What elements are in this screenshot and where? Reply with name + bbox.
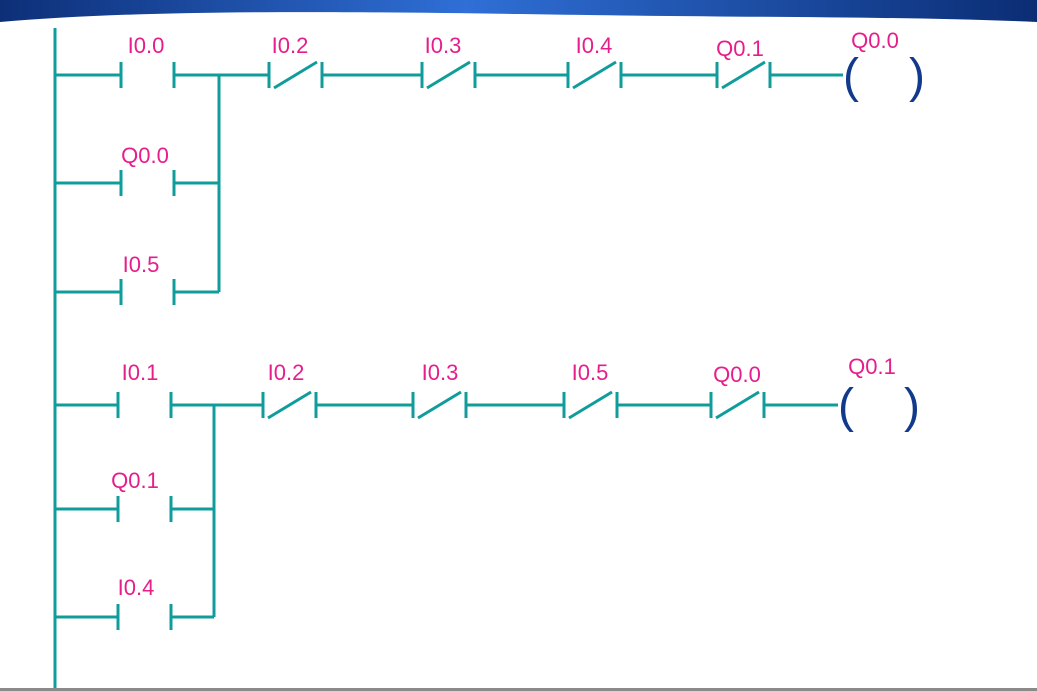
- output-coil: (): [838, 380, 920, 433]
- contact-q0-0: [709, 390, 766, 420]
- rung1-contact-5-label: Q0.1: [716, 36, 764, 61]
- output-coil: (): [843, 50, 925, 103]
- rung2-branch-1-label: Q0.1: [111, 468, 159, 493]
- rung2-coil-label: Q0.1: [848, 354, 896, 379]
- rung1-contact-1-label: I0.0: [127, 33, 165, 58]
- rung1-branch-2-label: I0.5: [122, 252, 160, 277]
- contact-nc-slash: [572, 60, 617, 90]
- coil-open-paren: (: [838, 380, 854, 433]
- rung2-contact-5-label: Q0.0: [713, 362, 761, 387]
- contact-i0-2: [267, 60, 324, 90]
- contact-i0-5: [562, 390, 619, 420]
- rung2-branch-2-label: I0.4: [117, 575, 155, 600]
- rung-1: (): [55, 50, 925, 305]
- slide-bottom-border: [0, 688, 1037, 691]
- contact-nc-slash: [273, 60, 318, 90]
- contact-i0-1: [116, 392, 173, 418]
- contact-i0-0: [119, 62, 176, 88]
- rung1-contact-4-label: I0.4: [575, 33, 613, 58]
- slide-header-banner: [0, 0, 1037, 30]
- rung-2: (): [55, 380, 920, 630]
- rung2-contact-3-label: I0.3: [421, 360, 459, 385]
- contact-nc-slash: [267, 390, 312, 420]
- rung2-contact-4-label: I0.5: [571, 360, 609, 385]
- rung2-contact-2-label: I0.2: [267, 360, 305, 385]
- coil-close-paren: ): [909, 50, 925, 103]
- contact-nc-slash: [715, 390, 760, 420]
- rung1-contact-2-label: I0.2: [271, 33, 309, 58]
- contact-nc-slash: [721, 60, 766, 90]
- rung1-coil-label: Q0.0: [851, 28, 899, 53]
- rung1-contact-3-label: I0.3: [424, 33, 462, 58]
- contact-q0-1: [715, 60, 772, 90]
- contact-i0-4: [566, 60, 623, 90]
- branch-contact-q0-1: [116, 496, 173, 522]
- contact-i0-3: [420, 60, 477, 90]
- coil-open-paren: (: [843, 50, 859, 103]
- branch-contact-q0-0: [119, 170, 176, 196]
- branch-contact-i0-5: [119, 279, 176, 305]
- contact-i0-2: [261, 390, 318, 420]
- contact-nc-slash: [417, 390, 462, 420]
- contact-nc-slash: [426, 60, 471, 90]
- contact-i0-3: [411, 390, 468, 420]
- coil-close-paren: ): [904, 380, 920, 433]
- contact-nc-slash: [568, 390, 613, 420]
- rung2-contact-1-label: I0.1: [121, 360, 159, 385]
- branch-contact-i0-4: [116, 604, 173, 630]
- rung1-branch-1-label: Q0.0: [121, 143, 169, 168]
